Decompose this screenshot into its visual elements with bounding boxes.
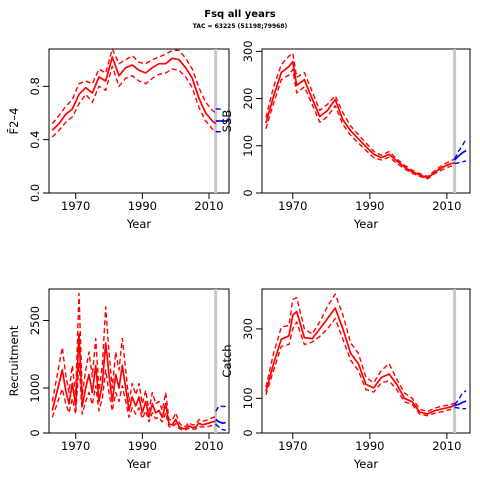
- ssb-x-tick-label: 1970: [278, 199, 307, 213]
- ssb-x-tick-label: 1990: [355, 199, 384, 213]
- panel-catch: 1970 1990 2010 0 100 300 Year Catch: [220, 288, 471, 471]
- catch-y-tick-label: 100: [241, 387, 255, 409]
- catch-forecast-lower-line: [454, 406, 467, 410]
- catch-history-median-line: [265, 307, 455, 415]
- panel-recruitment: 1970 1990 2010 0 1000 2500 Year Recruitment: [7, 288, 230, 471]
- ssb-history-lower-line: [265, 68, 455, 180]
- fbar-y-tick-label: 0.8: [28, 77, 42, 95]
- fbar-history-upper-line: [51, 48, 217, 125]
- fbar-y-tick-label: 0.0: [28, 184, 42, 202]
- chart-title: Fsq all years: [204, 9, 276, 20]
- fbar-x-tick-label: 1990: [128, 199, 157, 213]
- panel-ssb: 1970 1990 2010 0 100 200 300 Year SSB: [220, 40, 471, 231]
- recruitment-x-tick-label: 1990: [128, 439, 157, 453]
- recruitment-forecast-lower-line: [215, 423, 226, 431]
- fbar-x-tick-label: 1970: [61, 199, 90, 213]
- catch-x-tick-label: 1970: [278, 439, 307, 453]
- catch-y-tick-label: 0: [241, 429, 255, 436]
- fbar-y-axis-title: F̄2–4: [7, 108, 21, 135]
- catch-forecast-median-line: [454, 400, 467, 407]
- ssb-history-median-line: [265, 60, 455, 179]
- fbar-x-tick-label: 2010: [194, 199, 223, 213]
- ssb-history-upper-line: [265, 52, 455, 178]
- recruitment-y-tick-label: 2500: [28, 306, 42, 335]
- catch-plot-frame: [261, 288, 471, 434]
- fbar-x-axis-title: Year: [126, 217, 152, 231]
- fbar-y-tick-label: 0.4: [28, 131, 42, 149]
- ssb-forecast-upper-line: [453, 138, 467, 160]
- recruitment-forecast-median-line: [215, 418, 226, 424]
- catch-x-tick-label: 2010: [432, 439, 461, 453]
- ssb-y-axis-title: SSB: [220, 110, 234, 133]
- catch-forecast-upper-line: [454, 390, 467, 405]
- recruitment-history-median-line: [51, 333, 216, 430]
- ssb-forecast-median-line: [453, 149, 467, 161]
- recruitment-y-tick-label: 1000: [28, 373, 42, 402]
- recruitment-forecast-upper-line: [215, 405, 226, 412]
- catch-y-tick-label: 300: [241, 318, 255, 340]
- chart-subtitle: TAC = 63225 (51198;79968): [192, 23, 288, 30]
- recruitment-history-upper-line: [51, 292, 216, 427]
- panel-fbar: 1970 1990 2010 0.0 0.4 0.8 Year F̄2–4: [7, 48, 230, 231]
- recruitment-plot-frame: [48, 288, 230, 434]
- catch-x-tick-label: 1990: [355, 439, 384, 453]
- fbar-history-lower-line: [51, 65, 217, 138]
- catch-x-axis-title: Year: [353, 457, 379, 471]
- ssb-plot-frame: [261, 48, 471, 194]
- ssb-y-tick-label: 200: [241, 88, 255, 110]
- ssb-x-axis-title: Year: [353, 217, 379, 231]
- ssb-x-tick-label: 2010: [432, 199, 461, 213]
- ssb-y-tick-label: 0: [241, 189, 255, 196]
- catch-history-lower-line: [265, 317, 455, 417]
- recruitment-x-axis-title: Year: [126, 457, 152, 471]
- fbar-history-median-line: [51, 56, 217, 131]
- recruitment-x-tick-label: 2010: [194, 439, 223, 453]
- recruitment-y-axis-title: Recruitment: [7, 325, 21, 396]
- recruitment-history-lower-line: [51, 362, 216, 431]
- catch-history-upper-line: [265, 293, 455, 413]
- catch-y-axis-title: Catch: [220, 344, 234, 377]
- recruitment-x-tick-label: 1970: [61, 439, 90, 453]
- ssb-y-tick-label: 100: [241, 135, 255, 157]
- recruitment-y-tick-label: 0: [28, 429, 42, 436]
- ssb-forecast-lower-line: [454, 160, 467, 165]
- ssb-y-tick-label: 300: [241, 40, 255, 62]
